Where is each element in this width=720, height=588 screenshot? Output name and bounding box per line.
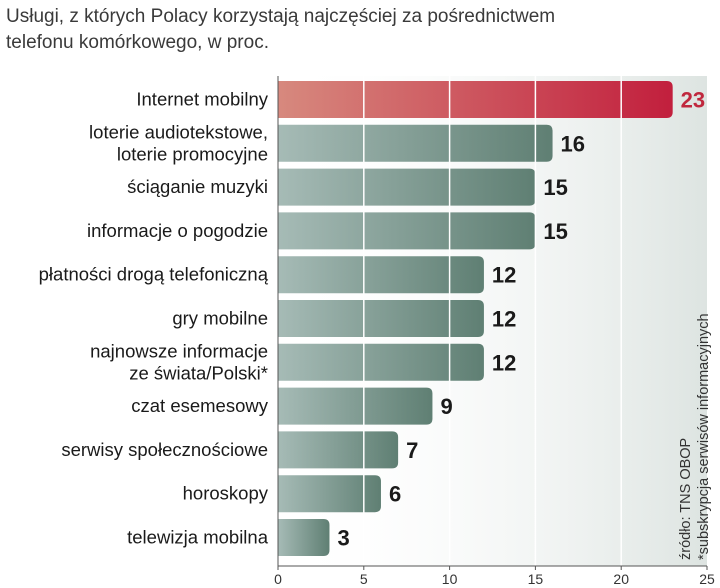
footnote: *subskrypcja serwisów informacyjnych xyxy=(696,313,712,560)
value-label: 23 xyxy=(681,88,705,113)
value-label: 9 xyxy=(440,394,452,419)
source-note: źródło: TNS OBOP xyxy=(678,438,694,560)
bar xyxy=(278,387,433,425)
category-label: horoskopy xyxy=(183,483,269,504)
category-label: płatności drogą telefoniczną xyxy=(39,264,269,285)
value-label: 7 xyxy=(406,438,418,463)
category-label: serwisy społecznościowe xyxy=(61,439,268,460)
bar xyxy=(278,124,553,162)
x-tick-label: 10 xyxy=(442,571,458,587)
bar xyxy=(278,256,484,294)
value-label: 12 xyxy=(492,263,516,288)
value-label: 15 xyxy=(543,175,567,200)
value-label: 6 xyxy=(389,482,401,507)
bar-highlight xyxy=(278,81,673,118)
value-label: 12 xyxy=(492,350,516,375)
value-label: 16 xyxy=(561,131,585,156)
value-label: 3 xyxy=(337,526,349,551)
bar xyxy=(278,212,536,250)
x-tick-label: 15 xyxy=(528,571,544,587)
value-labels: 23 16 15 15 12 12 12 976 3 xyxy=(337,88,705,551)
category-label: gry mobilne xyxy=(172,308,268,329)
bar xyxy=(278,431,399,469)
value-label: 15 xyxy=(543,219,567,244)
bar xyxy=(278,343,484,381)
category-label: najnowsze informacje xyxy=(90,340,268,361)
x-tick-label: 20 xyxy=(613,571,629,587)
x-tick-label: 25 xyxy=(699,571,715,587)
category-label: ze świata/Polski* xyxy=(129,362,268,383)
category-label: informacje o pogodzie xyxy=(87,220,268,241)
bar xyxy=(278,519,330,556)
category-labels: Internet mobilny loterie audiotekstowe,lo… xyxy=(39,89,269,548)
x-tick-label: 5 xyxy=(360,571,368,587)
bar xyxy=(278,475,381,513)
category-label: czat esemesowy xyxy=(131,395,268,416)
x-axis: 0 5 10 15 20 25 xyxy=(274,76,715,587)
chart-title: Usługi, z których Polacy korzystają najc… xyxy=(6,6,556,53)
bar xyxy=(278,168,536,206)
category-label: telewizja mobilna xyxy=(127,527,269,548)
x-tick-label: 0 xyxy=(274,571,282,587)
gridlines xyxy=(363,76,622,566)
category-label: loterie promocyjne xyxy=(117,143,268,164)
category-label: loterie audiotekstowe, xyxy=(89,121,268,142)
bars xyxy=(278,81,673,556)
value-label: 12 xyxy=(492,307,516,332)
category-label: Internet mobilny xyxy=(136,89,268,110)
bar xyxy=(278,300,484,337)
category-label: ściąganie muzyki xyxy=(127,176,268,197)
